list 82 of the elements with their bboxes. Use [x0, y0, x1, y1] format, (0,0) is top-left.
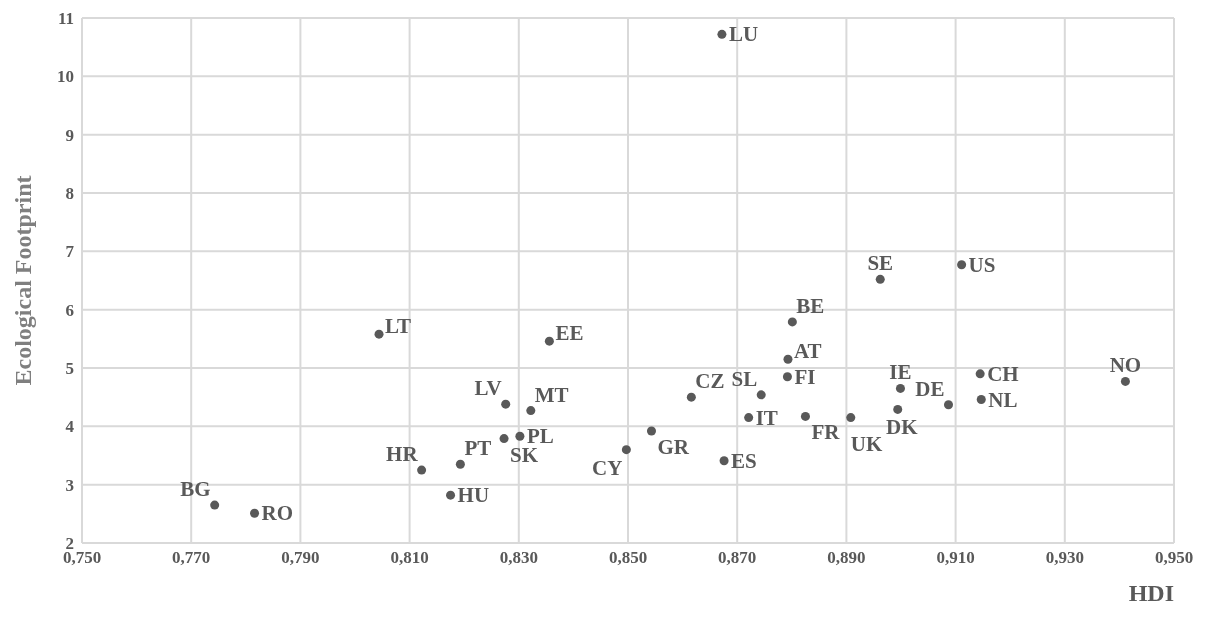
point — [846, 413, 856, 423]
point — [515, 431, 525, 441]
data-label: CH — [987, 361, 1019, 386]
data-label: RO — [261, 501, 294, 526]
point — [756, 390, 766, 400]
point — [719, 456, 729, 466]
data-label: NL — [988, 387, 1018, 412]
data-label: GR — [657, 435, 690, 459]
point — [686, 392, 696, 402]
data-label: DE — [915, 376, 945, 401]
data-label: HR — [386, 442, 419, 467]
data-label: NO — [1109, 353, 1142, 378]
x-tick-label: 0,950 — [1154, 548, 1194, 568]
point — [875, 274, 885, 284]
point — [800, 411, 810, 421]
point — [501, 399, 511, 409]
x-tick-label: 0,910 — [936, 548, 975, 568]
data-label: FR — [811, 420, 841, 445]
y-tick-label: 3 — [65, 475, 74, 495]
y-tick-label: 9 — [65, 125, 74, 145]
y-tick-label: 4 — [65, 417, 75, 437]
point — [975, 369, 985, 379]
x-tick-label: 0,830 — [499, 548, 538, 568]
point — [455, 459, 465, 469]
x-tick-label: 0,890 — [827, 548, 866, 568]
data-label: UK — [850, 431, 883, 456]
point — [1120, 376, 1130, 386]
y-tick-label: 5 — [65, 359, 74, 379]
y-tick-label: 8 — [65, 184, 74, 204]
data-label: MT — [534, 382, 569, 407]
point — [621, 445, 631, 455]
point — [499, 434, 509, 444]
point — [783, 354, 793, 364]
data-label: EE — [555, 321, 584, 346]
point — [250, 508, 260, 518]
point — [526, 406, 536, 416]
data-label: IE — [889, 360, 912, 385]
point — [957, 260, 967, 270]
point — [943, 400, 954, 410]
point — [744, 413, 754, 423]
point — [976, 394, 986, 405]
data-label: SL — [731, 366, 758, 391]
data-label: SE — [867, 251, 894, 276]
data-label: BE — [796, 293, 825, 318]
point — [787, 317, 797, 327]
data-label: LU — [728, 22, 759, 47]
x-tick-label: 0,790 — [281, 548, 320, 568]
y-tick-label: 7 — [65, 242, 75, 262]
point — [374, 329, 384, 339]
data-label: HU — [457, 483, 490, 508]
x-tick-label: 0,850 — [608, 548, 648, 568]
x-tick-label: 0,750 — [62, 548, 102, 568]
x-tick-label: 0,870 — [718, 548, 757, 568]
y-tick-label: 6 — [65, 300, 74, 320]
y-tick-label: 10 — [57, 67, 74, 87]
data-label: BG — [180, 477, 211, 502]
data-label: IT — [755, 405, 778, 430]
data-label: CZ — [695, 369, 725, 394]
y-tick-label: 11 — [57, 9, 74, 29]
data-label: ES — [731, 448, 757, 473]
data-label: DK — [885, 415, 919, 440]
point — [544, 336, 554, 346]
x-axis-title: HDI — [1128, 580, 1174, 606]
data-label: AT — [793, 339, 822, 364]
point — [646, 426, 656, 436]
point — [893, 404, 903, 414]
point — [782, 372, 792, 382]
point — [210, 500, 220, 510]
data-label: LT — [385, 314, 412, 339]
x-tick-label: 0,770 — [172, 548, 211, 568]
point — [895, 383, 905, 393]
data-label: US — [968, 252, 996, 277]
point — [717, 29, 727, 39]
data-label: PT — [464, 436, 492, 461]
y-axis-title: Ecological Footprint — [9, 175, 36, 386]
point — [446, 490, 456, 500]
data-label: LV — [474, 376, 502, 401]
data-label: CY — [592, 455, 623, 480]
x-tick-label: 0,810 — [390, 548, 429, 568]
point — [417, 465, 427, 475]
data-label: FI — [794, 364, 816, 389]
x-tick-label: 0,930 — [1045, 548, 1084, 568]
